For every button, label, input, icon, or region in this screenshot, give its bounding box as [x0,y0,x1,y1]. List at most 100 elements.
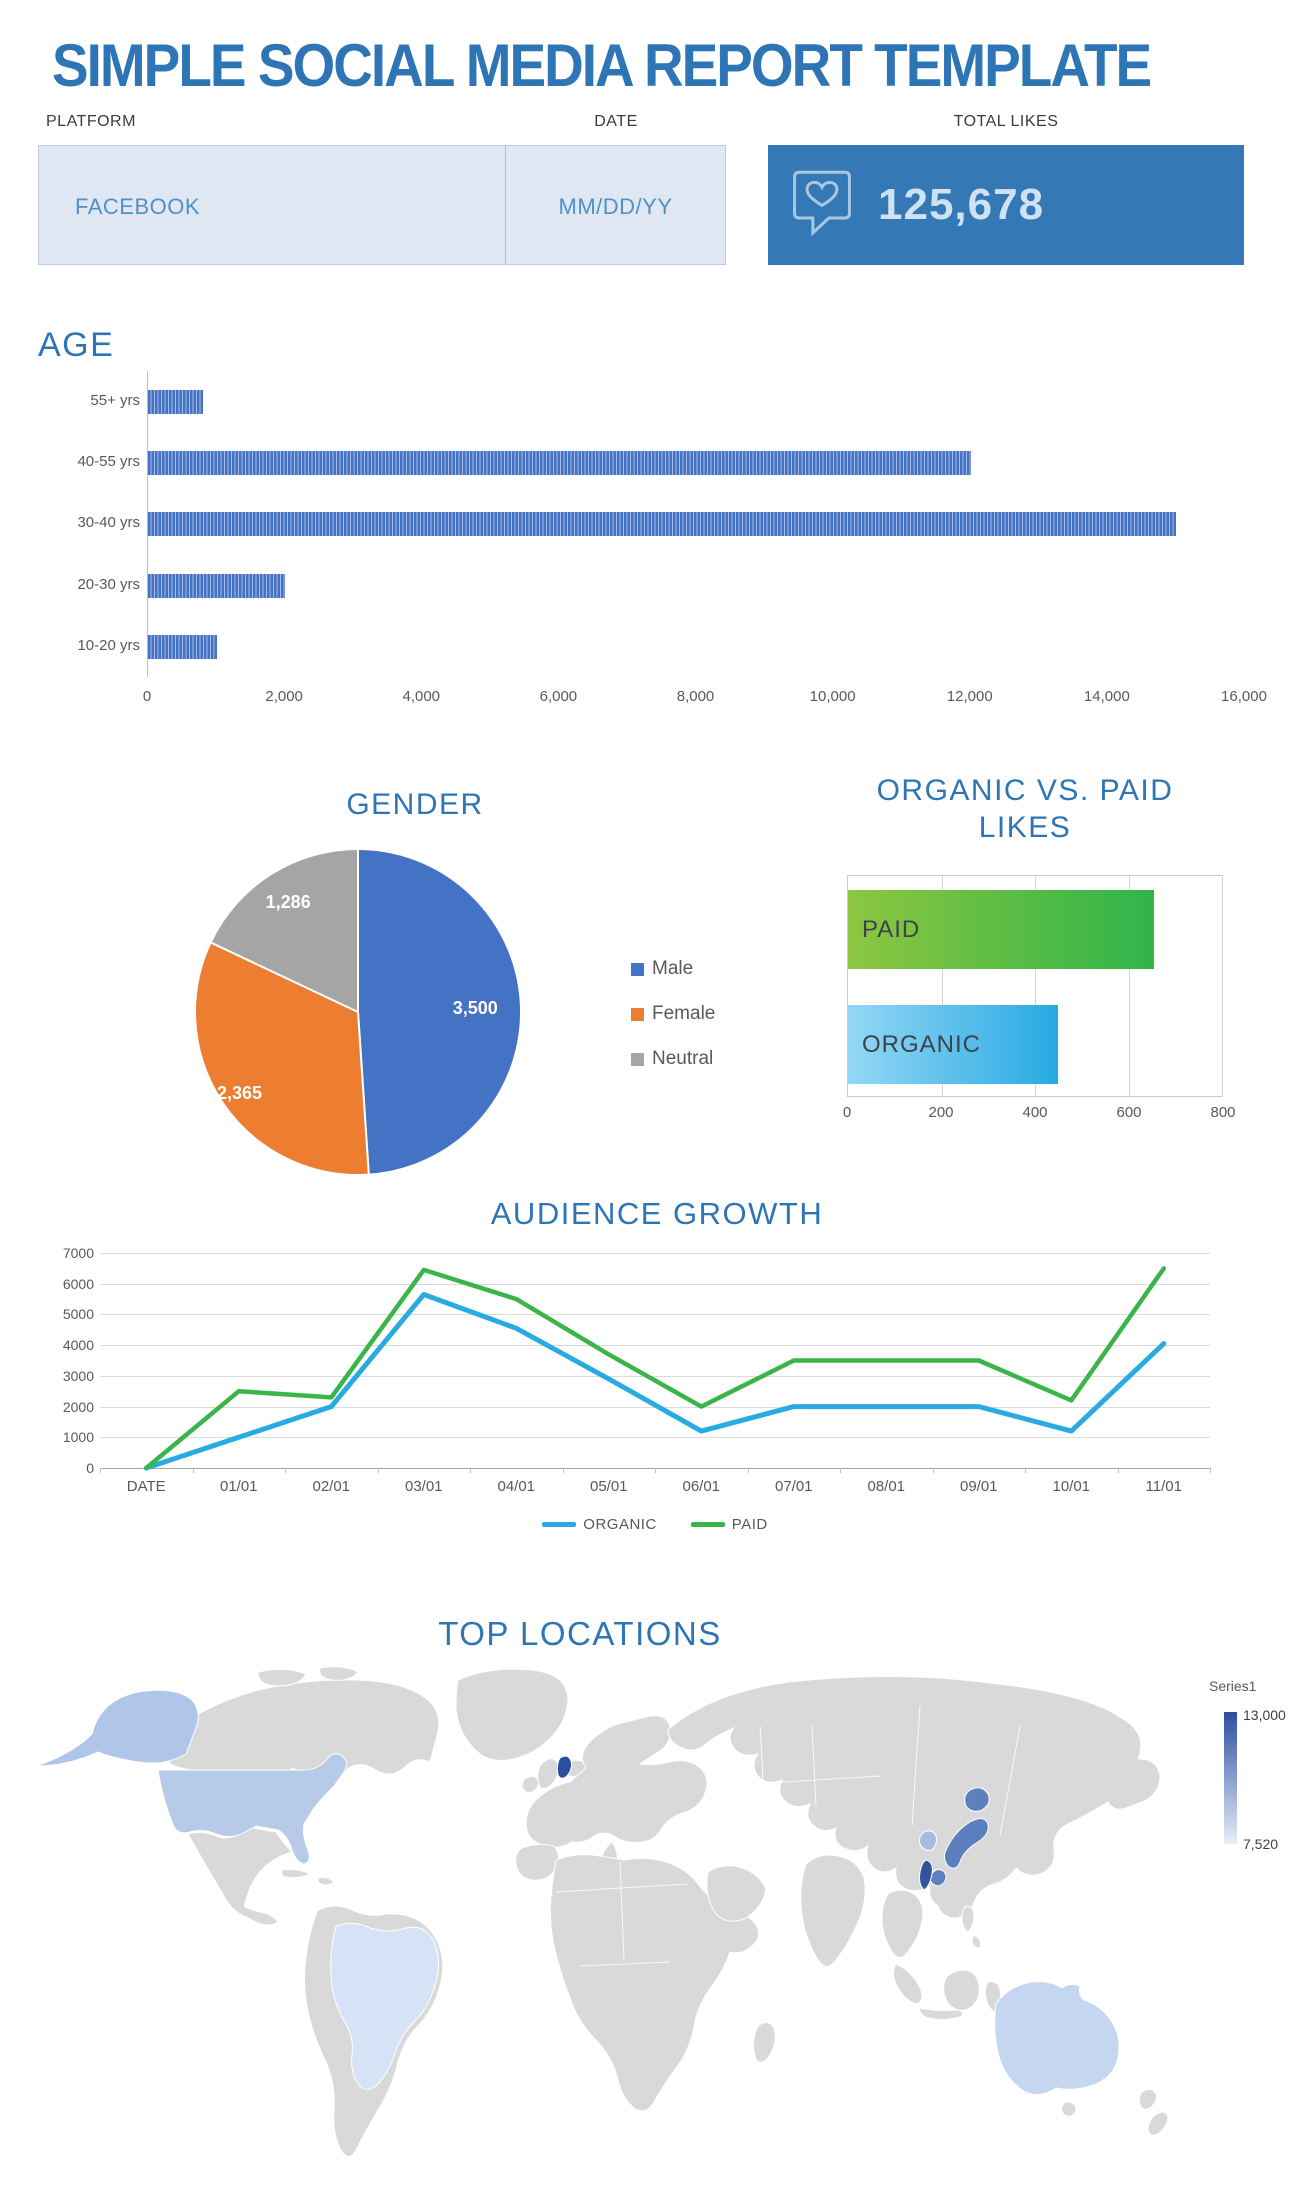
organic-paid-x-tick-label: 800 [1210,1104,1236,1121]
age-x-tick-label: 0 [142,688,152,705]
country-south-korea [919,1830,937,1851]
audience-growth-y-tick-label: 0 [86,1460,94,1476]
audience-growth-x-tick-label: 04/01 [497,1478,536,1495]
country-australia [994,1981,1120,2095]
audience-growth-lines [143,1266,1167,1471]
audience-growth-y-tick-label: 3000 [62,1367,94,1384]
gridline [1035,876,1036,1096]
age-chart-title: AGE [38,326,115,364]
gender-legend-label: Male [652,958,694,979]
audience-growth-y-tick-label: 6000 [62,1275,94,1292]
legend-line-swatch-organic [542,1522,577,1527]
country-philippines [961,1905,975,1933]
gender-legend-item: Female [631,1003,715,1025]
audience-growth-title: AUDIENCE GROWTH [490,1196,824,1231]
audience-growth-y-tick-label: 5000 [62,1306,94,1323]
age-bar [148,512,1177,537]
audience-growth-legend-item: ORGANIC [542,1516,657,1533]
audience-growth-x-tick-label: 09/01 [959,1478,998,1495]
gender-pie-chart: 3,500 2,365 1,286 [194,847,522,1176]
date-field[interactable]: MM/DD/YY [505,145,726,265]
axis-tick [470,1468,471,1473]
total-likes-label: TOTAL LIKES [953,113,1059,130]
country-new-zealand-south [1147,2111,1169,2136]
audience-growth-x-tick-label: 07/01 [774,1478,813,1495]
audience-growth-y-tick-label: 1000 [62,1429,94,1446]
age-bar [148,634,217,659]
gridline [100,1314,1210,1316]
age-category-label: 30-40 yrs [77,514,140,532]
age-x-tick-label: 16,000 [1221,688,1267,705]
total-likes-card: 125,678 [768,145,1244,265]
organic-paid-title: ORGANIC VS. PAID LIKES [876,774,1174,844]
axis-tick [377,1468,379,1473]
continent-europe [525,1715,708,1848]
map-legend-gradient-bar [1224,1712,1237,1844]
pie-value-label: 3,500 [453,998,498,1018]
audience-growth-x-axis: DATE 01/01 02/01 03/01 04/01 05/01 06/01 07/01 0… [100,1478,1210,1498]
pie-slice-neutral [209,847,359,1014]
map-internal-borders [555,1705,1021,1967]
audience-growth-x-tick-label: 03/01 [404,1478,443,1495]
region-indochina [881,1889,924,1958]
age-bar [148,573,286,598]
map-legend-min: 7,520 [1243,1836,1279,1852]
pie-value-label: 1,286 [266,892,311,912]
audience-growth-legend-label: ORGANIC [583,1516,657,1533]
age-x-tick-label: 10,000 [809,688,856,705]
age-category-label: 55+ yrs [90,392,140,409]
continent-africa [549,1854,760,2112]
gridline [100,1375,1210,1377]
axis-tick [747,1468,749,1473]
audience-growth-x-tick-label: 06/01 [682,1478,721,1495]
axis-tick [562,1468,564,1473]
gridline [100,1283,1210,1285]
country-ireland [521,1775,539,1793]
age-bar [148,390,203,414]
axis-tick [285,1468,286,1473]
line-series-organic [143,1292,1167,1471]
audience-growth-chart [100,1253,1211,1473]
gender-legend: Male Female Neutral [631,958,791,1088]
axis-tick [100,1468,101,1473]
gender-legend-label: Female [652,1003,716,1024]
top-locations-title: TOP LOCATIONS [438,1615,722,1652]
audience-growth-x-tick-label: 08/01 [867,1478,906,1495]
island-sumatra [892,1963,923,2005]
axis-tick [192,1468,194,1473]
region-arabia [706,1865,767,1922]
total-likes-value: 125,678 [878,180,1045,229]
country-philippines-south [971,1935,981,1949]
legend-line-swatch-paid [690,1522,725,1527]
country-hispaniola [317,1877,335,1886]
platform-field[interactable]: FACEBOOK [38,145,506,265]
country-arctic-islands [257,1668,307,1687]
organic-paid-x-tick-label: 400 [1022,1104,1048,1121]
world-map [35,1666,1169,2157]
gender-legend-item: Neutral [631,1048,713,1070]
legend-swatch-female [631,1007,644,1021]
age-x-axis: 0 2,000 4,000 6,000 8,000 10,000 12,000 14,000 1… [143,688,1267,708]
country-japan-honshu [943,1818,989,1869]
gridline [100,1437,1210,1439]
heart-speech-bubble-icon [790,167,854,242]
organic-paid-x-tick-label: 200 [928,1104,954,1121]
audience-growth-x-tick-label: 02/01 [312,1478,351,1495]
date-label: DATE [594,113,638,130]
audience-growth-x-tick-label: 01/01 [219,1478,258,1495]
island-borneo [943,1969,980,2011]
axis-tick [1117,1468,1119,1473]
island-java [919,2007,963,2021]
country-brazil [330,1922,440,2090]
axis-tick [1210,1468,1211,1473]
date-value: MM/DD/YY [558,194,673,219]
island-tasmania [1061,2101,1077,2117]
platform-value: FACEBOOK [75,194,201,219]
country-india [800,1854,866,1967]
audience-growth-x-tick-label: 10/01 [1052,1478,1091,1495]
age-x-tick-label: 2,000 [265,688,303,705]
audience-growth-legend-item: PAID [690,1516,768,1533]
country-canada [169,1679,440,1782]
map-legend-series-label: Series1 [1209,1678,1257,1694]
